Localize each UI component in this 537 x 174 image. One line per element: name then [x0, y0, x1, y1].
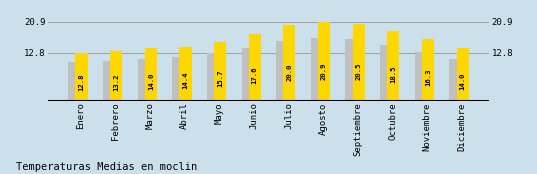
Text: 20.0: 20.0: [286, 64, 292, 81]
Text: 18.5: 18.5: [390, 66, 396, 83]
Bar: [179, 46, 192, 101]
Bar: [207, 53, 219, 101]
Bar: [137, 59, 150, 101]
Bar: [110, 51, 122, 101]
Bar: [422, 39, 434, 101]
Bar: [76, 53, 88, 101]
Text: Temperaturas Medias en moclin: Temperaturas Medias en moclin: [16, 162, 198, 172]
Bar: [415, 52, 427, 101]
Text: 14.0: 14.0: [460, 72, 466, 90]
Bar: [276, 41, 288, 101]
Bar: [345, 39, 358, 101]
Bar: [284, 25, 295, 101]
Bar: [214, 42, 226, 101]
Bar: [242, 48, 253, 101]
Bar: [68, 62, 81, 101]
Bar: [172, 57, 184, 101]
Bar: [380, 45, 392, 101]
Bar: [103, 61, 115, 101]
Text: 16.3: 16.3: [425, 69, 431, 86]
Text: 20.5: 20.5: [355, 63, 362, 80]
Text: 15.7: 15.7: [217, 70, 223, 87]
Bar: [318, 22, 330, 101]
Text: 14.0: 14.0: [148, 72, 154, 90]
Bar: [145, 48, 157, 101]
Bar: [456, 48, 469, 101]
Bar: [311, 38, 323, 101]
Bar: [249, 34, 261, 101]
Bar: [449, 59, 461, 101]
Bar: [353, 23, 365, 101]
Bar: [387, 31, 400, 101]
Text: 17.6: 17.6: [252, 67, 258, 84]
Text: 12.8: 12.8: [78, 74, 84, 91]
Text: 14.4: 14.4: [183, 72, 188, 89]
Text: 13.2: 13.2: [113, 73, 119, 91]
Text: 20.9: 20.9: [321, 62, 327, 80]
